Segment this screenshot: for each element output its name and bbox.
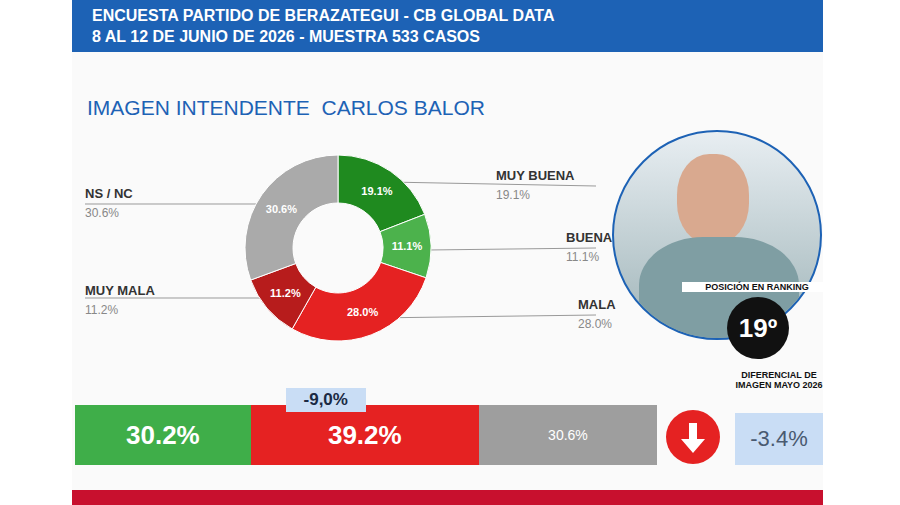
html-text:MUY MALA: MUY MALA (85, 283, 155, 298)
html-text:30.6%: 30.6% (85, 206, 119, 220)
html-text:39.2%: 39.2% (328, 419, 402, 450)
html-text:DIFERENCIAL DE IMAGEN MAYO 202: DIFERENCIAL DE IMAGEN MAYO 2026 (735, 370, 823, 390)
html-text:28.0%: 28.0% (578, 317, 612, 331)
html-text:11.1%: 11.1% (566, 250, 600, 264)
html-text:8 AL 12 DE JUNIO DE 2026 - MUE: 8 AL 12 DE JUNIO DE 2026 - MUESTRA 533 C… (92, 28, 480, 45)
svg-text:11.2%: 11.2% (270, 287, 301, 299)
svg-text:30.6%: 30.6% (266, 203, 297, 215)
html-text:ENCUESTA PARTIDO DE BERAZATEGU: ENCUESTA PARTIDO DE BERAZATEGUI - CB GLO… (92, 7, 555, 24)
html-text:-3.4%: -3.4% (750, 426, 808, 451)
html-text:BUENA: BUENA (566, 230, 613, 245)
html-text:30.6%: 30.6% (548, 427, 588, 443)
html-text:19.1%: 19.1% (496, 188, 530, 202)
svg-text:19.1%: 19.1% (361, 185, 392, 197)
svg-text:28.0%: 28.0% (347, 306, 378, 318)
html-text:NS / NC: NS / NC (85, 186, 133, 201)
html-text:30.2%: 30.2% (126, 419, 200, 450)
html-text:POSICIÓN EN RANKING: POSICIÓN EN RANKING (705, 282, 809, 292)
html-text:IMAGEN INTENDENTE CARLOS BALOR: IMAGEN INTENDENTE CARLOS BALOR (87, 96, 485, 119)
svg-text:11.1%: 11.1% (392, 240, 423, 252)
html-text:-9,0%: -9,0% (303, 390, 348, 409)
html-text:MUY BUENA: MUY BUENA (496, 168, 575, 183)
html-text:MALA: MALA (578, 297, 616, 312)
html-text:19º: 19º (738, 312, 778, 343)
html-text:11.2%: 11.2% (85, 303, 119, 317)
